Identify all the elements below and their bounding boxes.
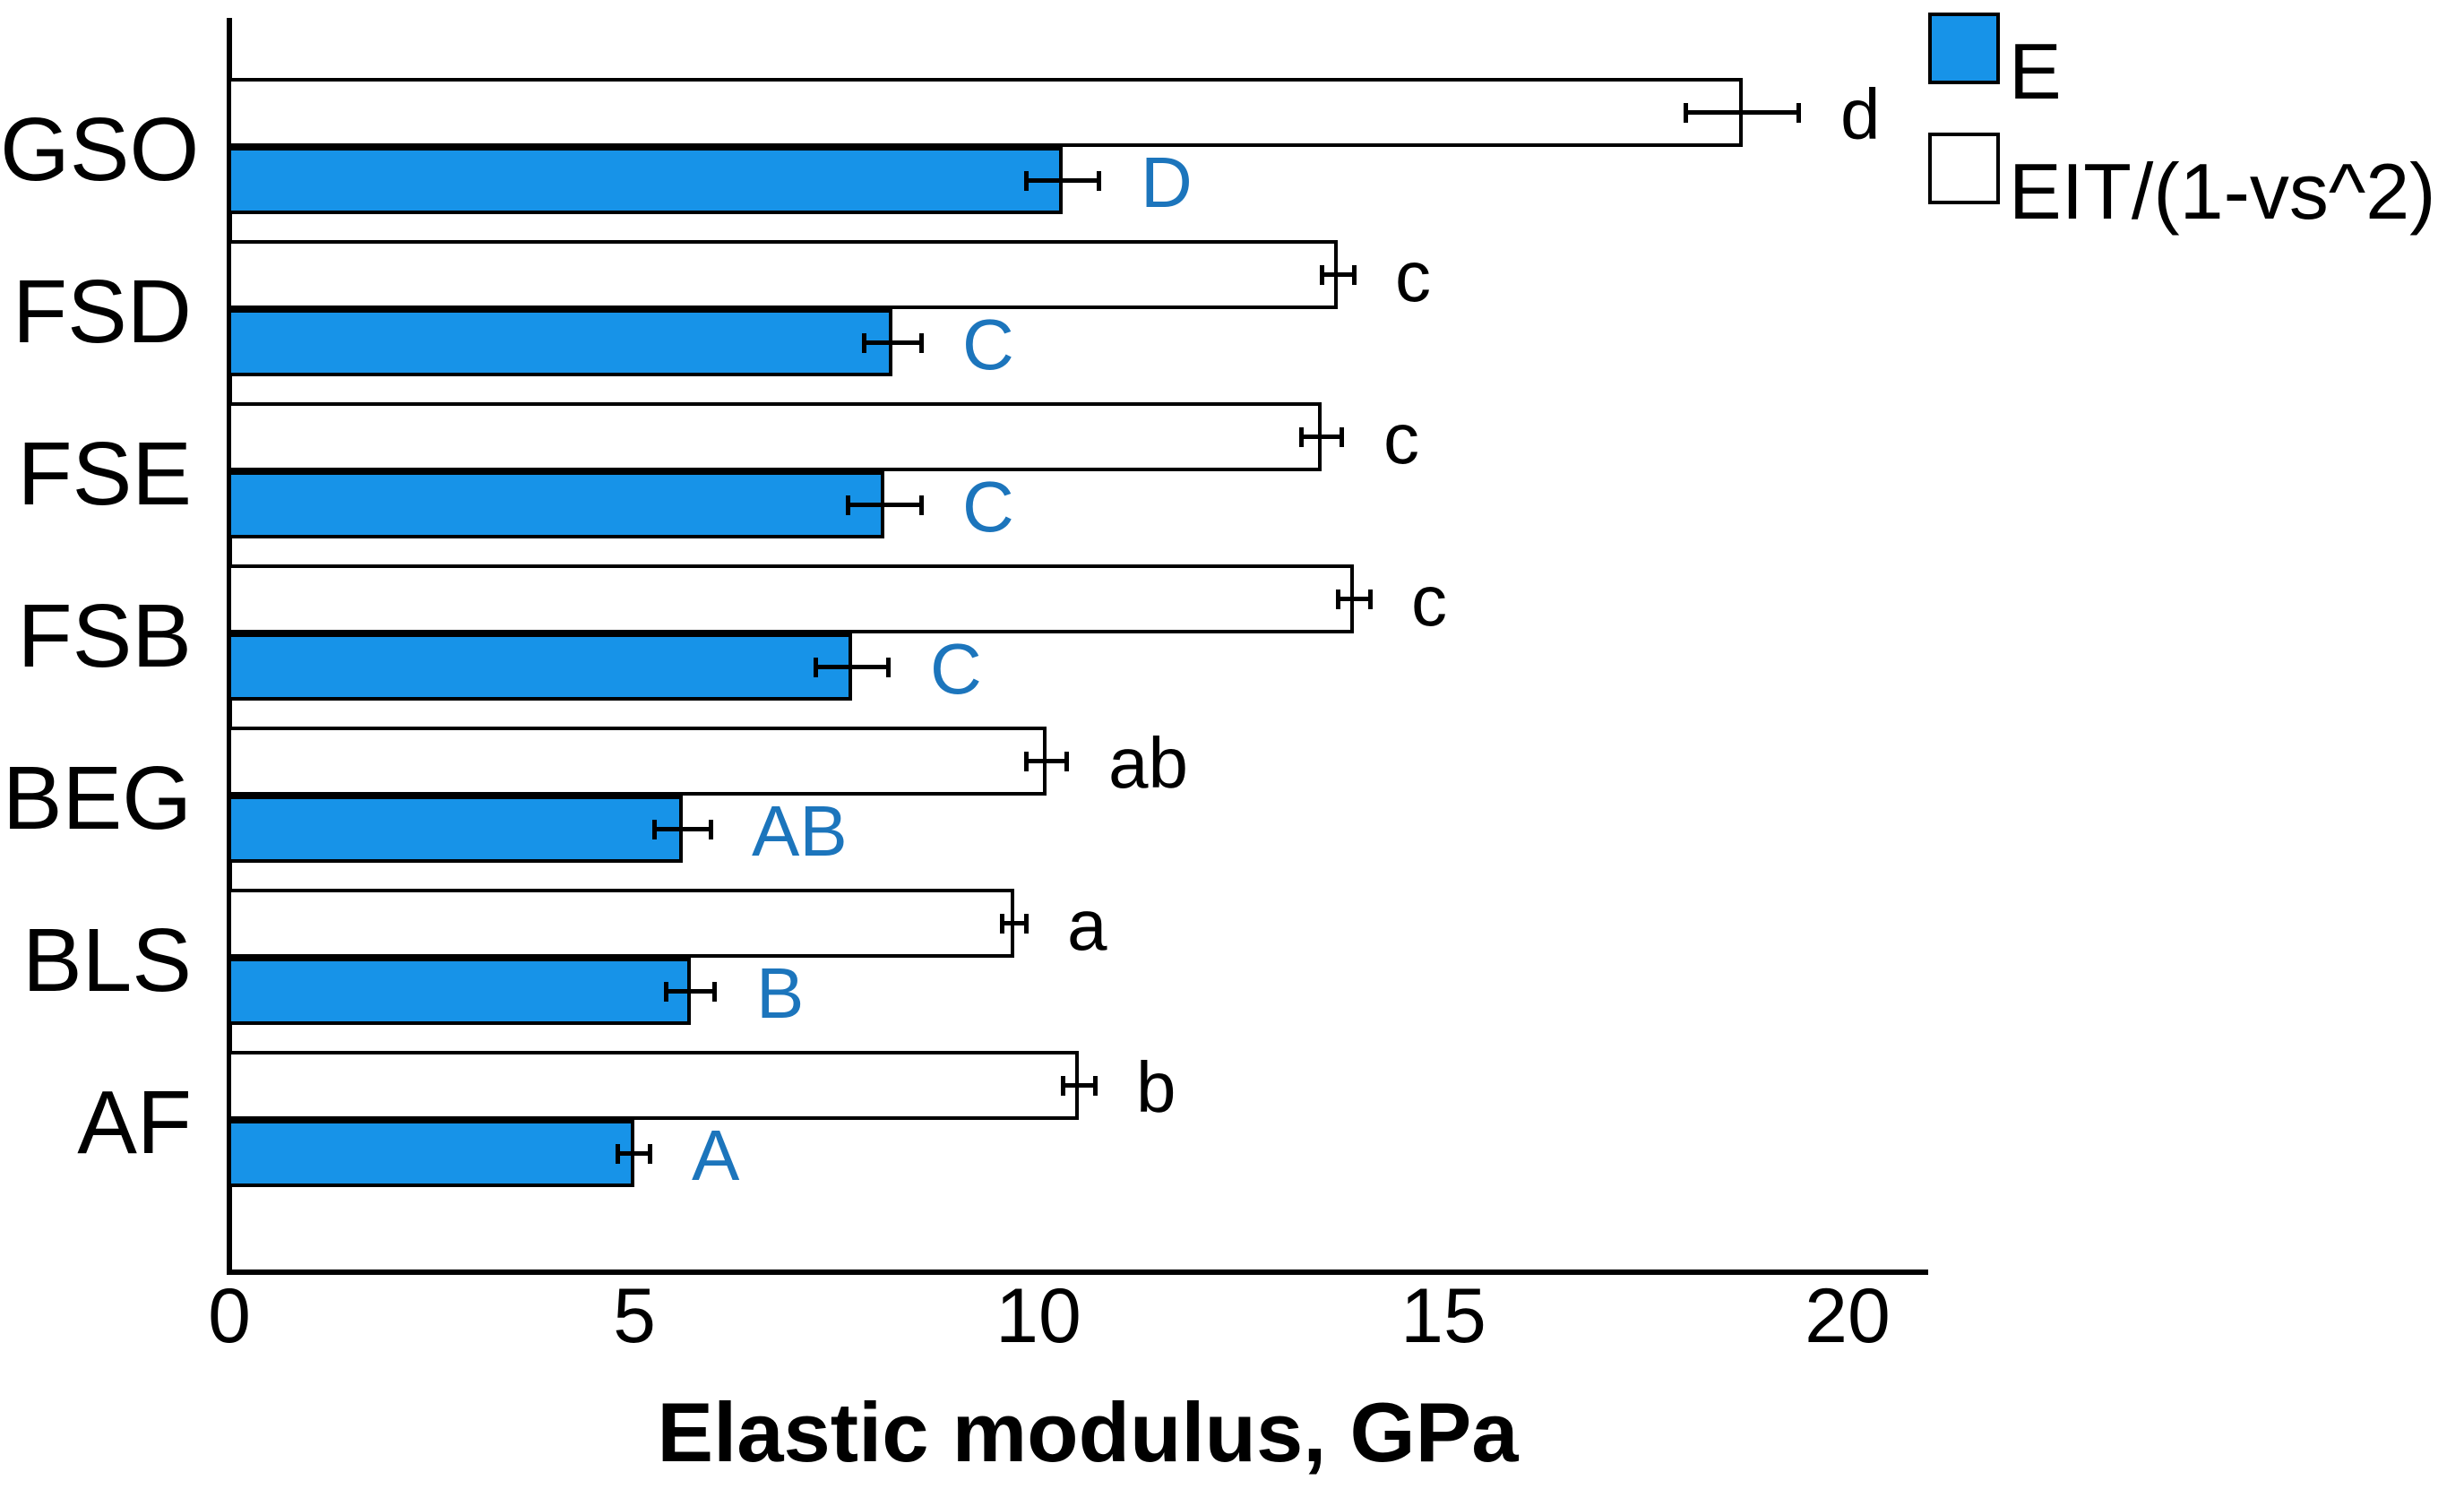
bar-e-fsb [228, 633, 852, 701]
error-bar-cap [919, 333, 924, 353]
x-tick-label-10: 10 [995, 1273, 1081, 1359]
bar-e-bls [228, 958, 691, 1025]
legend-swatch-e [1928, 13, 2000, 84]
error-bar-e-af [617, 1151, 650, 1156]
error-bar-eit-beg [1026, 759, 1066, 763]
error-bar-cap [919, 495, 924, 515]
bar-eit-fse [228, 402, 1322, 471]
legend-item-e: E [1928, 13, 2435, 111]
bar-e-fse [228, 471, 884, 538]
error-bar-cap [862, 333, 866, 353]
error-bar-cap [1352, 265, 1357, 285]
error-bar-cap [886, 658, 891, 677]
error-bar-cap [1336, 590, 1340, 609]
significance-letter-e-af: A [692, 1115, 740, 1195]
bar-eit-beg [228, 727, 1047, 796]
category-label-fse: FSE [17, 424, 192, 524]
significance-letter-e-bls: B [756, 953, 805, 1033]
error-bar-eit-fsb [1338, 597, 1370, 601]
x-axis-line [227, 1270, 1928, 1275]
significance-letter-eit-fsd: c [1395, 237, 1431, 316]
error-bar-cap [1024, 171, 1029, 191]
error-bar-e-fse [849, 503, 921, 507]
error-bar-e-beg [654, 827, 711, 831]
error-bar-cap [1320, 265, 1324, 285]
error-bar-cap [846, 495, 850, 515]
error-bar-cap [1024, 914, 1029, 934]
legend-label-e: E [2009, 27, 2062, 116]
bar-eit-gso [228, 78, 1743, 147]
category-label-fsd: FSD [13, 262, 192, 362]
error-bar-cap [1024, 752, 1029, 771]
significance-letter-eit-af: b [1136, 1047, 1176, 1127]
error-bar-cap [1064, 752, 1069, 771]
category-label-bls: BLS [22, 910, 192, 1011]
legend-label-eit: EIT/(1-vs^2) [2009, 147, 2436, 236]
error-bar-e-gso [1026, 178, 1098, 183]
error-bar-eit-fsd [1322, 272, 1354, 277]
x-tick-label-5: 5 [613, 1273, 656, 1359]
error-bar-cap [712, 982, 717, 1002]
category-label-fsb: FSB [17, 586, 192, 686]
error-bar-cap [1796, 103, 1801, 123]
bar-eit-bls [228, 889, 1014, 958]
error-bar-cap [814, 658, 818, 677]
error-bar-eit-af [1063, 1083, 1095, 1088]
significance-letter-e-beg: AB [752, 791, 848, 871]
error-bar-cap [1299, 427, 1304, 447]
legend: E EIT/(1-vs^2) [1928, 13, 2435, 253]
significance-letter-eit-fsb: c [1411, 561, 1447, 641]
error-bar-cap [1684, 103, 1688, 123]
bar-eit-fsd [228, 240, 1338, 309]
error-bar-cap [1097, 171, 1101, 191]
category-label-gso: GSO [0, 99, 200, 200]
legend-item-eit: EIT/(1-vs^2) [1928, 133, 2435, 231]
error-bar-cap [664, 982, 668, 1002]
error-bar-cap [1340, 427, 1344, 447]
x-tick-label-0: 0 [208, 1273, 251, 1359]
legend-swatch-eit [1928, 133, 2000, 204]
error-bar-e-fsd [865, 340, 921, 345]
bar-eit-af [228, 1051, 1079, 1120]
significance-letter-eit-beg: ab [1108, 723, 1188, 803]
error-bar-e-fsb [816, 665, 889, 669]
significance-letter-e-gso: D [1141, 142, 1193, 222]
category-label-beg: BEG [2, 748, 192, 848]
significance-letter-e-fse: C [962, 467, 1014, 547]
error-bar-cap [1093, 1076, 1098, 1096]
bar-e-gso [228, 147, 1063, 214]
error-bar-cap [1061, 1076, 1065, 1096]
error-bar-cap [616, 1144, 620, 1164]
bar-e-af [228, 1120, 634, 1187]
x-tick-label-15: 15 [1400, 1273, 1486, 1359]
error-bar-cap [709, 820, 713, 839]
error-bar-eit-fse [1301, 435, 1341, 439]
error-bar-eit-bls [1002, 921, 1026, 925]
bar-e-beg [228, 796, 683, 863]
bar-eit-fsb [228, 564, 1354, 633]
category-label-af: AF [77, 1072, 192, 1173]
error-bar-cap [648, 1144, 652, 1164]
significance-letter-eit-bls: a [1067, 885, 1107, 965]
error-bar-cap [652, 820, 657, 839]
error-bar-e-bls [667, 989, 715, 994]
x-axis-title: Elastic modulus, GPa [657, 1385, 1519, 1479]
error-bar-cap [1000, 914, 1004, 934]
x-tick-label-20: 20 [1805, 1273, 1891, 1359]
significance-letter-e-fsb: C [930, 629, 982, 709]
error-bar-cap [1368, 590, 1373, 609]
error-bar-eit-gso [1685, 110, 1798, 115]
significance-letter-e-fsd: C [962, 305, 1014, 384]
significance-letter-eit-fse: c [1383, 399, 1419, 478]
significance-letter-eit-gso: d [1840, 74, 1881, 154]
bar-e-fsd [228, 309, 892, 376]
